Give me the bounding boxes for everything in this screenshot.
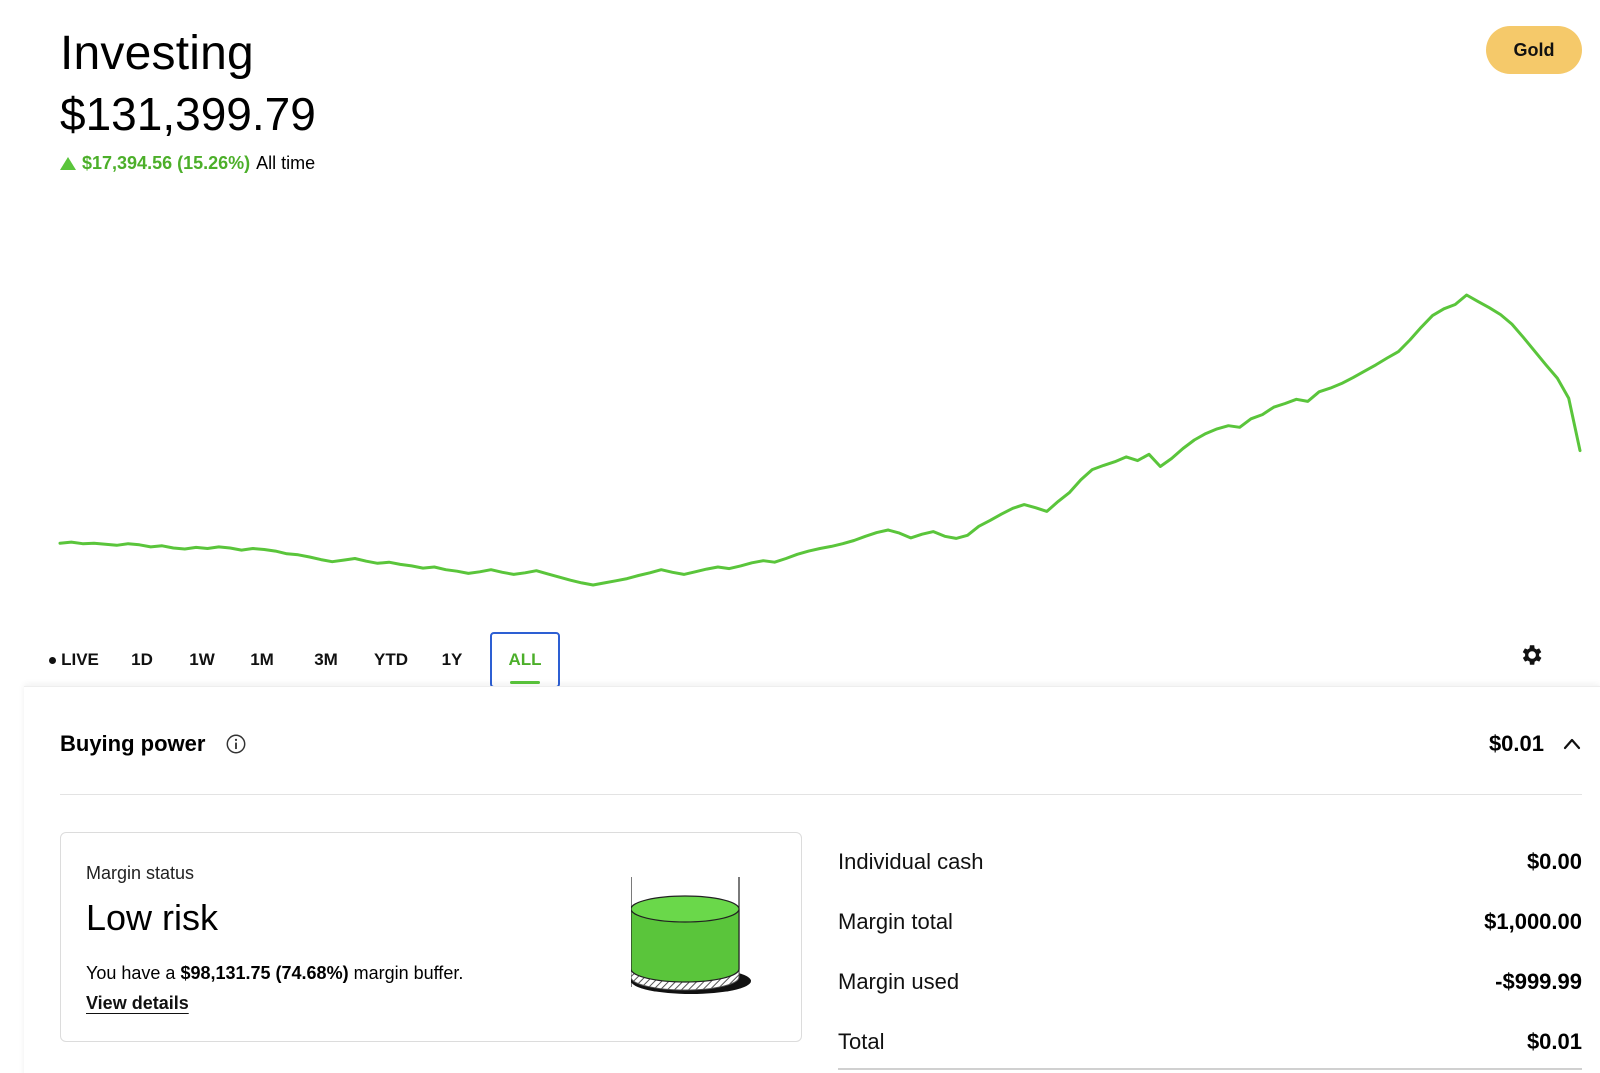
- detail-row-total: Total $0.01: [838, 1012, 1582, 1072]
- page-title: Investing: [60, 27, 254, 80]
- live-dot-icon: [49, 656, 57, 664]
- buying-power-row[interactable]: Buying power $0.01: [60, 716, 1582, 772]
- margin-text-prefix: You have a: [86, 963, 176, 983]
- range-all[interactable]: ALL: [490, 632, 560, 688]
- portfolio-chart[interactable]: [0, 200, 1600, 630]
- margin-text-suffix: margin buffer.: [353, 963, 464, 983]
- margin-status-card: Margin status Low risk You have a $98,13…: [60, 832, 802, 1042]
- details-divider: [838, 1068, 1582, 1070]
- detail-label: Margin total: [838, 909, 953, 934]
- range-ytd[interactable]: YTD: [374, 650, 408, 669]
- margin-status-label: Margin status: [86, 863, 195, 883]
- portfolio-balance: $131,399.79: [60, 87, 316, 140]
- margin-buffer-value: $98,131.75 (74.68%): [180, 963, 349, 983]
- detail-value: $1,000.00: [1484, 909, 1582, 934]
- range-1y[interactable]: 1Y: [441, 650, 463, 669]
- change-value: $17,394.56 (15.26%): [82, 153, 251, 174]
- detail-value: $0.01: [1526, 1029, 1582, 1054]
- change-period-label: All time: [256, 153, 316, 174]
- view-details-link[interactable]: View details: [86, 993, 189, 1013]
- section-divider: [60, 794, 1582, 795]
- detail-row-margin-used: Margin used -$999.99: [838, 952, 1582, 1012]
- margin-buffer-text: You have a $98,131.75 (74.68%) margin bu…: [86, 963, 463, 984]
- portfolio-change: $17,394.56 (15.26%) All time: [60, 153, 316, 174]
- range-1w[interactable]: 1W: [189, 650, 215, 669]
- range-3m[interactable]: 3M: [314, 650, 338, 669]
- detail-label: Individual cash: [838, 849, 984, 874]
- portfolio-line-chart: [58, 293, 1582, 587]
- range-label: LIVE: [61, 650, 99, 669]
- portfolio-header: Investing $131,399.79 $17,394.56 (15.26%…: [60, 27, 316, 174]
- range-1m[interactable]: 1M: [250, 650, 274, 669]
- detail-value: $0.00: [1526, 849, 1582, 874]
- detail-row-margin-total: Margin total $1,000.00: [838, 892, 1582, 952]
- buying-power-value: $0.01: [1488, 731, 1544, 756]
- range-1d[interactable]: 1D: [131, 650, 153, 669]
- arrow-up-icon: [60, 157, 76, 171]
- detail-row-individual-cash: Individual cash $0.00: [838, 832, 1582, 892]
- detail-label: Margin used: [838, 969, 960, 994]
- info-icon[interactable]: [225, 733, 247, 755]
- detail-label: Total: [838, 1029, 885, 1054]
- buying-power-details: Individual cash $0.00 Margin total $1,00…: [838, 832, 1582, 1072]
- margin-gauge-illustration: [631, 877, 751, 994]
- gear-icon[interactable]: [1518, 642, 1544, 668]
- portfolio-value-line: [58, 293, 1582, 587]
- chevron-up-icon[interactable]: [1562, 734, 1582, 754]
- range-live[interactable]: LIVE: [44, 632, 104, 688]
- buying-power-label: Buying power: [60, 731, 206, 756]
- margin-risk-level: Low risk: [86, 897, 219, 938]
- time-range-selector: LIVE 1D 1W 1M 3M YTD 1Y ALL: [40, 632, 1600, 688]
- detail-value: -$999.99: [1495, 969, 1582, 994]
- gold-button[interactable]: Gold: [1486, 26, 1582, 74]
